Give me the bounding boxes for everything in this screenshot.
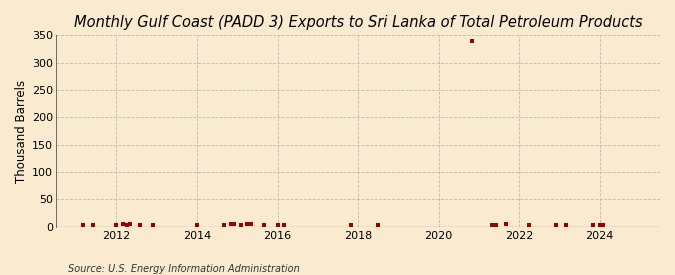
Y-axis label: Thousand Barrels: Thousand Barrels (15, 79, 28, 183)
Text: Source: U.S. Energy Information Administration: Source: U.S. Energy Information Administ… (68, 264, 299, 274)
Title: Monthly Gulf Coast (PADD 3) Exports to Sri Lanka of Total Petroleum Products: Monthly Gulf Coast (PADD 3) Exports to S… (74, 15, 643, 30)
